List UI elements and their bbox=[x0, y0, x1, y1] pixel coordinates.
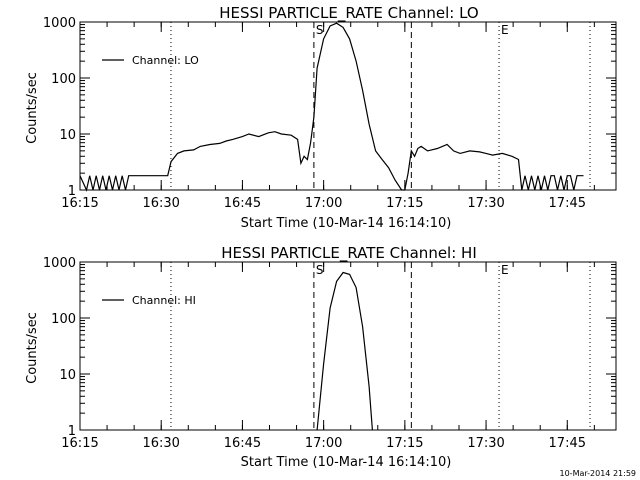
bottom-plot-area: 16:15 16:30 16:45 17:00 17:15 17:30 17:45 1 10 10… bbox=[43, 256, 617, 451]
footer-timestamp: 10-Mar-2014 21:59 bbox=[560, 469, 637, 478]
top-chart-title: HESSI PARTICLE_RATE Channel: LO bbox=[219, 4, 478, 23]
top-y-tick-label: 10 bbox=[59, 128, 76, 143]
bottom-series-line bbox=[316, 271, 373, 431]
top-y-axis-label: Counts/sec bbox=[25, 72, 40, 144]
bottom-x-tick-label: 17:00 bbox=[305, 436, 342, 451]
bottom-chart-title: HESSI PARTICLE_RATE Channel: HI bbox=[221, 244, 477, 263]
bottom-y-tick-label: 100 bbox=[51, 312, 76, 327]
top-x-tick-label: 17:45 bbox=[549, 196, 586, 211]
top-legend-label: Channel: LO bbox=[132, 54, 199, 67]
top-plot-frame bbox=[79, 21, 617, 191]
top-marker-label: E bbox=[501, 23, 509, 37]
bottom-plot-frame bbox=[79, 261, 617, 431]
top-marker-label: S bbox=[316, 23, 324, 37]
bottom-y-tick-label: 10 bbox=[59, 368, 76, 383]
top-x-tick-label: 16:15 bbox=[61, 196, 98, 211]
top-plot-area: 16:15 16:30 16:45 17:00 17:15 17:30 17:45 1 10 10… bbox=[43, 16, 617, 211]
bottom-x-tick-label: 17:30 bbox=[467, 436, 504, 451]
top-x-tick-label: 17:30 bbox=[467, 196, 504, 211]
top-x-tick-label: 16:45 bbox=[224, 196, 261, 211]
bottom-x-tick-label: 17:15 bbox=[386, 436, 423, 451]
top-x-tick-label: 16:30 bbox=[142, 196, 179, 211]
bottom-y-tick-label: 1000 bbox=[43, 256, 76, 271]
bottom-panel: HESSI PARTICLE_RATE Channel: HI Counts/s… bbox=[25, 244, 617, 470]
bottom-legend-label: Channel: HI bbox=[132, 294, 196, 307]
top-x-tick-label: 17:15 bbox=[386, 196, 423, 211]
top-series-line bbox=[79, 22, 584, 192]
bottom-y-axis-label: Counts/sec bbox=[25, 312, 40, 384]
top-y-tick-label: 1000 bbox=[43, 16, 76, 31]
bottom-marker-label: E bbox=[501, 263, 509, 277]
top-panel: HESSI PARTICLE_RATE Channel: LO Counts/s… bbox=[25, 4, 617, 231]
bottom-y-tick-label: 1 bbox=[68, 424, 76, 439]
top-y-tick-label: 1 bbox=[68, 184, 76, 199]
bottom-marker-label: S bbox=[316, 263, 324, 277]
bottom-x-tick-label: 16:45 bbox=[224, 436, 261, 451]
top-x-tick-label: 17:00 bbox=[305, 196, 342, 211]
top-y-tick-label: 100 bbox=[51, 72, 76, 87]
top-x-axis-label: Start Time (10-Mar-14 16:14:10) bbox=[241, 216, 452, 231]
bottom-x-tick-label: 16:30 bbox=[142, 436, 179, 451]
bottom-x-axis-label: Start Time (10-Mar-14 16:14:10) bbox=[241, 455, 452, 470]
bottom-x-tick-label: 16:15 bbox=[61, 436, 98, 451]
bottom-x-tick-label: 17:45 bbox=[549, 436, 586, 451]
